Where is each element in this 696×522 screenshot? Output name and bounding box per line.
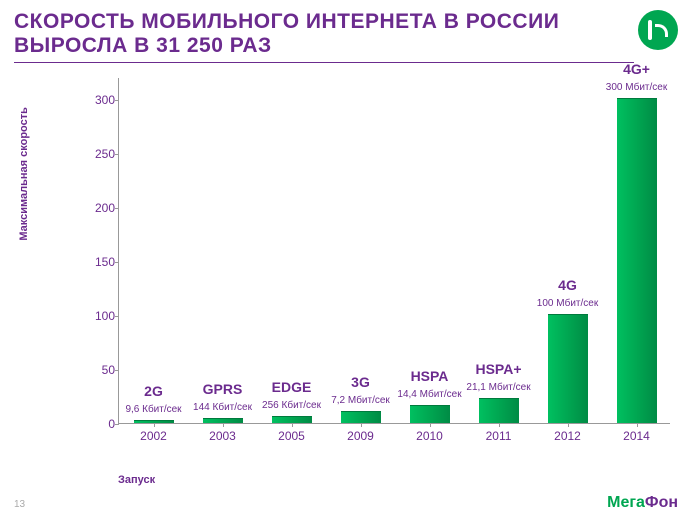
y-tick-label: 300 bbox=[85, 93, 115, 107]
x-category-label: 2011 bbox=[471, 429, 527, 443]
title-line-1: СКОРОСТЬ МОБИЛЬНОГО ИНТЕРНЕТА В РОССИИ bbox=[14, 10, 559, 33]
speed-label: 256 Кбит/сек bbox=[252, 400, 332, 411]
tech-label: GPRS bbox=[189, 381, 257, 397]
brand-wordmark: МегаФон bbox=[607, 494, 678, 512]
speed-label: 9,6 Кбит/сек bbox=[114, 404, 194, 415]
title-line-2: ВЫРОСЛА В 31 250 РАЗ bbox=[14, 34, 272, 57]
slide-header: СКОРОСТЬ МОБИЛЬНОГО ИНТЕРНЕТА В РОССИИ В… bbox=[14, 10, 682, 58]
tech-label: EDGE bbox=[258, 379, 326, 395]
x-category-label: 2014 bbox=[609, 429, 665, 443]
x-tick-mark bbox=[361, 423, 362, 427]
y-tick-mark bbox=[115, 100, 119, 101]
bar bbox=[410, 405, 450, 423]
speed-label: 7,2 Мбит/сек bbox=[321, 395, 401, 406]
y-tick-label: 0 bbox=[85, 417, 115, 431]
tech-label: 2G bbox=[120, 383, 188, 399]
y-tick-label: 250 bbox=[85, 147, 115, 161]
megafon-logo-icon bbox=[638, 10, 678, 50]
bar bbox=[272, 416, 312, 423]
slide-title: СКОРОСТЬ МОБИЛЬНОГО ИНТЕРНЕТА В РОССИИ В… bbox=[14, 10, 682, 58]
y-tick-label: 100 bbox=[85, 309, 115, 323]
x-category-label: 2012 bbox=[540, 429, 596, 443]
speed-label: 14,4 Мбит/сек bbox=[390, 389, 470, 400]
y-tick-mark bbox=[115, 154, 119, 155]
tech-label: 4G bbox=[534, 277, 602, 293]
page-number: 13 bbox=[14, 499, 25, 510]
speed-chart: Максимальная скорость Запуск 05010015020… bbox=[70, 78, 670, 458]
bar bbox=[341, 411, 381, 423]
x-category-label: 2002 bbox=[126, 429, 182, 443]
speed-label: 21,1 Мбит/сек bbox=[459, 382, 539, 393]
x-category-label: 2009 bbox=[333, 429, 389, 443]
tech-label: 4G+ bbox=[603, 61, 671, 77]
tech-label: HSPA+ bbox=[465, 361, 533, 377]
tech-label: 3G bbox=[327, 374, 395, 390]
x-tick-mark bbox=[223, 423, 224, 427]
x-tick-mark bbox=[568, 423, 569, 427]
x-category-label: 2010 bbox=[402, 429, 458, 443]
x-tick-mark bbox=[292, 423, 293, 427]
y-tick-label: 150 bbox=[85, 255, 115, 269]
y-tick-mark bbox=[115, 424, 119, 425]
title-underline bbox=[14, 62, 634, 63]
bar bbox=[617, 98, 657, 423]
y-tick-mark bbox=[115, 370, 119, 371]
y-axis-label: Максимальная скорость bbox=[18, 107, 30, 241]
x-category-label: 2005 bbox=[264, 429, 320, 443]
y-tick-mark bbox=[115, 316, 119, 317]
speed-label: 100 Мбит/сек bbox=[528, 298, 608, 309]
plot-area: 0501001502002503002G9,6 Кбит/сек2002GPRS… bbox=[118, 78, 670, 424]
bar bbox=[479, 398, 519, 423]
x-tick-mark bbox=[430, 423, 431, 427]
tech-label: HSPA bbox=[396, 368, 464, 384]
y-tick-mark bbox=[115, 262, 119, 263]
y-tick-label: 50 bbox=[85, 363, 115, 377]
speed-label: 300 Мбит/сек bbox=[597, 82, 677, 93]
y-tick-mark bbox=[115, 208, 119, 209]
y-tick-label: 200 bbox=[85, 201, 115, 215]
brand-part-1: Мега bbox=[607, 494, 645, 511]
x-tick-mark bbox=[637, 423, 638, 427]
x-axis-label: Запуск bbox=[118, 474, 155, 486]
brand-part-2: Фон bbox=[645, 494, 678, 511]
x-category-label: 2003 bbox=[195, 429, 251, 443]
x-tick-mark bbox=[154, 423, 155, 427]
speed-label: 144 Кбит/сек bbox=[183, 402, 263, 413]
bar bbox=[548, 314, 588, 423]
x-tick-mark bbox=[499, 423, 500, 427]
